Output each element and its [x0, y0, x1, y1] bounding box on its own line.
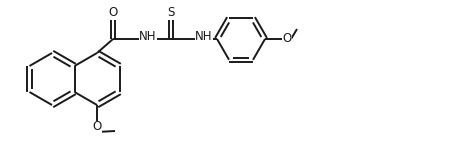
- Text: O: O: [93, 121, 102, 134]
- Text: NH: NH: [139, 30, 157, 43]
- Text: O: O: [283, 33, 292, 46]
- Text: O: O: [109, 6, 118, 19]
- Text: NH: NH: [195, 30, 213, 43]
- Text: S: S: [167, 6, 174, 19]
